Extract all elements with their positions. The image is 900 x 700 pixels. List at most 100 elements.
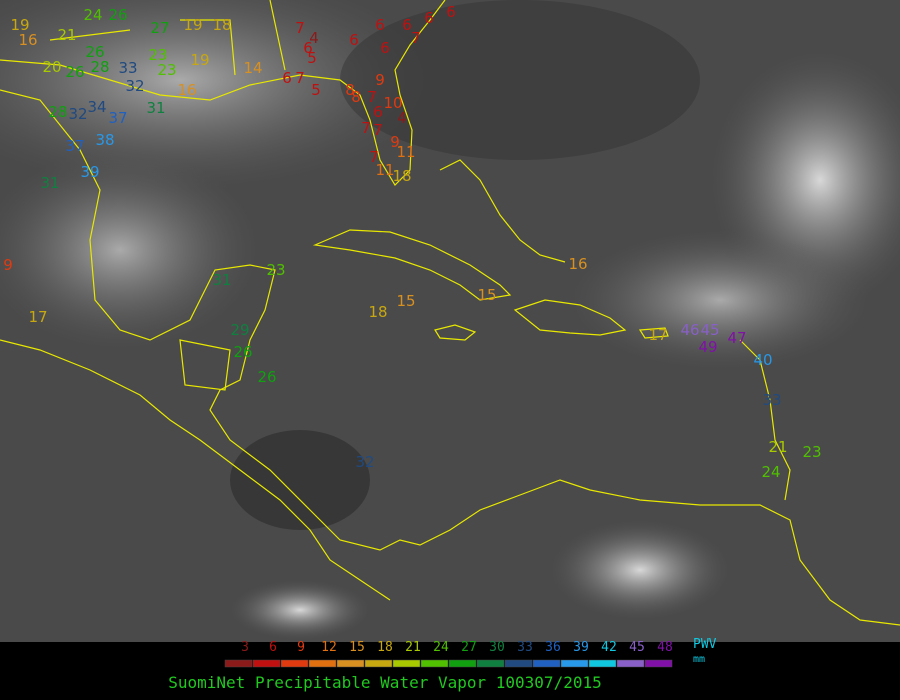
legend-swatch — [644, 659, 673, 668]
station-value: 46 — [680, 321, 699, 339]
station-value: 29 — [230, 321, 249, 339]
station-value: 26 — [233, 343, 252, 361]
station-value: 7 — [361, 119, 371, 137]
legend-swatch — [448, 659, 477, 668]
station-value: 6 — [375, 16, 385, 34]
station-value: 18 — [392, 167, 411, 185]
station-value: 10 — [383, 94, 402, 112]
station-value: 11 — [396, 143, 415, 161]
station-value: 6 — [380, 39, 390, 57]
legend-swatch — [504, 659, 533, 668]
station-value: 23 — [266, 261, 285, 279]
station-value: 26 — [257, 368, 276, 386]
legend-tick-label: 39 — [573, 640, 589, 655]
station-value: 16 — [18, 31, 37, 49]
legend-tick-label: 30 — [489, 640, 505, 655]
station-value: 7 — [373, 121, 383, 139]
legend-swatch — [252, 659, 281, 668]
station-value: 16 — [568, 255, 587, 273]
legend-tick-label: 45 — [629, 640, 645, 655]
station-value: 45 — [700, 321, 719, 339]
station-value: 6 — [282, 69, 292, 87]
station-value: 7 — [295, 19, 305, 37]
legend-tick-label: 24 — [433, 640, 449, 655]
station-value: 15 — [396, 292, 415, 310]
legend-swatch — [588, 659, 617, 668]
station-value: 6 — [373, 103, 383, 121]
legend-swatch — [420, 659, 449, 668]
station-value: 6 — [349, 31, 359, 49]
unit-label: PWV — [693, 637, 717, 652]
station-value: 6 — [303, 39, 313, 57]
station-value: 26 — [108, 6, 127, 24]
station-value: 14 — [243, 59, 262, 77]
station-value: 39 — [80, 163, 99, 181]
station-value: 38 — [95, 131, 114, 149]
station-value: 17 — [28, 308, 47, 326]
legend: PWV mm 3 6 9 12 15 18 21 24 27 30 33 36 39 42 45 48 — [224, 637, 717, 668]
station-value: 21 — [768, 438, 787, 456]
legend-swatch — [392, 659, 421, 668]
station-value: 26 — [65, 63, 84, 81]
legend-tick-label: 42 — [601, 640, 617, 655]
station-value: 20 — [42, 58, 61, 76]
legend-bar — [0, 642, 900, 700]
station-value: 18 — [368, 303, 387, 321]
legend-tick-label: 48 — [657, 640, 673, 655]
station-value: 49 — [698, 338, 717, 356]
legend-tick-label: 3 — [241, 640, 249, 655]
station-value: 24 — [83, 6, 102, 24]
station-value: 33 — [118, 59, 137, 77]
station-value: 31 — [212, 271, 231, 289]
station-value: 17 — [648, 326, 667, 344]
legend-swatch — [336, 659, 365, 668]
station-value: 27 — [150, 19, 169, 37]
legend-swatch — [616, 659, 645, 668]
station-value: 4 — [397, 109, 407, 127]
station-value: 21 — [57, 26, 76, 44]
station-value: 19 — [10, 16, 29, 34]
station-value: 8 — [345, 81, 355, 99]
station-value: 5 — [311, 81, 321, 99]
station-value: 37 — [108, 109, 127, 127]
station-value: 9 — [390, 133, 400, 151]
station-value: 32 — [68, 105, 87, 123]
legend-tick-label: 18 — [377, 640, 393, 655]
station-value: 34 — [87, 98, 106, 116]
station-value: 6 — [424, 9, 434, 27]
station-value: 40 — [753, 351, 772, 369]
legend-tick-label: 21 — [405, 640, 421, 655]
station-value: 23 — [148, 46, 167, 64]
legend-swatch — [560, 659, 589, 668]
station-value: 15 — [477, 286, 496, 304]
station-value: 37 — [65, 137, 84, 155]
legend-tick-label: 6 — [269, 640, 277, 655]
station-value: 32 — [125, 77, 144, 95]
station-value: 23 — [802, 443, 821, 461]
legend-swatch — [364, 659, 393, 668]
legend-tick-label: 12 — [321, 640, 337, 655]
station-value: 4 — [309, 29, 319, 47]
legend-tick-label: 9 — [297, 640, 305, 655]
station-value: 47 — [727, 329, 746, 347]
legend-swatch — [224, 659, 253, 668]
coastlines — [0, 0, 900, 626]
station-value: 7 — [369, 148, 379, 166]
station-value: 19 — [190, 51, 209, 69]
station-value: 24 — [761, 463, 780, 481]
legend-tick-label: 36 — [545, 640, 561, 655]
station-value: 23 — [157, 61, 176, 79]
legend-swatch — [532, 659, 561, 668]
station-value: 6 — [446, 3, 456, 21]
caption: SuomiNet Precipitable Water Vapor 100307… — [168, 673, 601, 692]
station-value: 19 — [183, 16, 202, 34]
station-value: 32 — [355, 453, 374, 471]
station-value: 7 — [295, 69, 305, 87]
unit-label: mm — [693, 654, 705, 665]
station-value: 9 — [375, 71, 385, 89]
station-value: 31 — [146, 99, 165, 117]
legend-tick-label: 27 — [461, 640, 477, 655]
station-value: 16 — [177, 81, 196, 99]
station-value: 5 — [307, 49, 317, 67]
